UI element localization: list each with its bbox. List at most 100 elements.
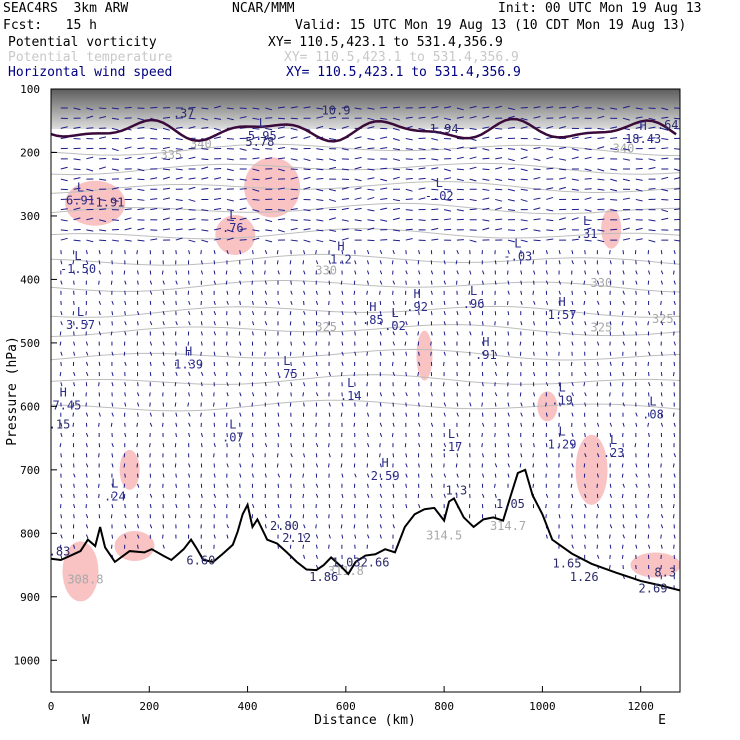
wind-vector — [341, 534, 344, 539]
wind-vector — [647, 493, 650, 498]
wind-vector — [635, 136, 643, 139]
wind-vector — [660, 372, 663, 377]
wind-vector — [341, 106, 349, 109]
extreme-value: .96 — [463, 297, 485, 311]
wind-vector — [635, 188, 643, 192]
wind-vector — [162, 290, 165, 295]
extreme-marker: L — [77, 181, 84, 195]
wind-vector — [316, 148, 324, 151]
wind-vector — [430, 432, 433, 438]
extreme-marker: L — [470, 284, 477, 298]
wind-vector — [481, 300, 484, 306]
wind-vector — [418, 422, 421, 427]
wind-vector — [303, 402, 305, 407]
wind-vector — [571, 250, 574, 255]
wind-vector — [150, 106, 158, 109]
wind-vector — [520, 300, 523, 305]
wind-vector — [303, 382, 306, 387]
wind-vector — [60, 534, 63, 539]
extreme-value: 2.59 — [371, 469, 400, 483]
wind-vector — [136, 443, 138, 448]
wind-vector — [316, 208, 324, 211]
wind-vector — [596, 453, 600, 458]
wind-vector — [238, 290, 241, 295]
wind-vector — [571, 321, 574, 326]
wind-vector — [353, 422, 356, 427]
wind-vector — [341, 331, 344, 336]
wind-vector — [456, 483, 459, 488]
wind-vector — [392, 524, 395, 529]
wind-vector — [533, 229, 541, 232]
wind-vector — [367, 158, 375, 160]
wind-vector — [571, 392, 574, 397]
wind-vector — [289, 402, 292, 407]
wind-vector — [584, 331, 587, 336]
speed-shading-blob — [601, 208, 622, 249]
wind-vector — [315, 443, 319, 448]
wind-vector — [73, 217, 81, 221]
wind-vector — [418, 280, 420, 285]
wind-vector — [303, 290, 306, 295]
wind-vector — [506, 300, 509, 306]
wind-vector — [648, 260, 651, 265]
wind-vector — [571, 260, 574, 265]
wind-vector — [546, 229, 554, 232]
wind-vector — [468, 280, 471, 285]
wind-vector — [175, 237, 183, 241]
wind-vector — [98, 361, 101, 366]
wind-vector — [545, 412, 548, 417]
wind-vector — [315, 341, 317, 346]
wind-vector — [328, 217, 336, 221]
wind-vector — [264, 290, 268, 295]
wind-vector — [86, 229, 94, 232]
theta-contour-label: 330 — [591, 276, 613, 290]
wind-vector — [622, 524, 625, 529]
wind-vector — [162, 514, 165, 519]
wind-vector — [97, 483, 100, 488]
wind-vector — [329, 239, 337, 243]
wind-vector — [493, 483, 496, 488]
wind-vector — [124, 227, 132, 231]
wind-vector — [226, 158, 234, 161]
wind-vector — [111, 412, 114, 417]
wind-vector — [469, 392, 471, 397]
wind-vector — [609, 372, 612, 377]
wind-vector — [444, 209, 452, 212]
wind-vector — [469, 127, 477, 131]
wind-vector — [405, 116, 413, 119]
extreme-value: .19 — [551, 393, 573, 407]
wind-vector — [188, 126, 196, 129]
wind-vector — [136, 544, 139, 549]
wind-vector — [150, 238, 158, 241]
wind-vector — [341, 402, 344, 407]
wind-vector — [188, 198, 196, 202]
wind-vector — [635, 290, 637, 295]
wind-vector — [226, 493, 229, 498]
wind-vector — [379, 524, 382, 529]
wind-vector — [507, 250, 510, 255]
wind-vector — [584, 361, 586, 366]
wind-vector — [635, 544, 638, 549]
wind-vector — [123, 463, 126, 468]
wind-vector — [571, 311, 573, 316]
wind-vector — [303, 554, 306, 559]
theta-contour-label: 325 — [591, 320, 613, 334]
wind-vector — [648, 158, 656, 162]
theta-contour-line — [51, 374, 680, 385]
wind-vector — [201, 166, 209, 170]
wind-vector — [380, 219, 388, 222]
pv-label: 2.69 — [639, 581, 668, 595]
wind-vector — [213, 503, 216, 509]
wind-vector — [136, 504, 139, 509]
wind-vector — [660, 280, 663, 285]
wind-vector — [443, 493, 446, 498]
wind-vector — [392, 331, 395, 336]
terrain — [51, 468, 680, 592]
wind-vector — [60, 136, 68, 140]
wind-vector — [495, 218, 503, 221]
wind-vector — [264, 351, 266, 356]
wind-vector — [622, 197, 630, 200]
wind-vector — [149, 483, 151, 488]
wind-vector — [533, 239, 541, 242]
wind-vector — [444, 198, 452, 202]
